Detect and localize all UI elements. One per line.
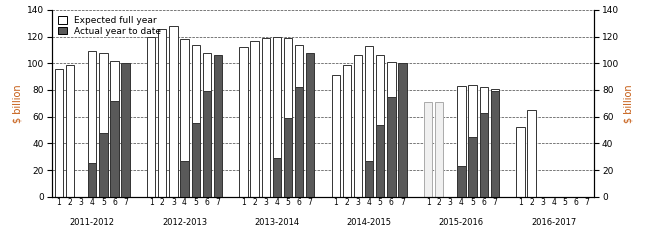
Bar	[376, 125, 384, 197]
Bar	[66, 65, 74, 197]
Text: 2013-2014: 2013-2014	[255, 218, 299, 227]
Y-axis label: $ billion: $ billion	[623, 84, 633, 123]
Text: 2012-2013: 2012-2013	[162, 218, 207, 227]
Bar	[273, 158, 281, 197]
Bar	[284, 118, 292, 197]
Bar	[331, 75, 340, 197]
Bar	[516, 127, 525, 197]
Bar	[262, 38, 270, 197]
Bar	[203, 53, 211, 197]
Bar	[191, 45, 200, 197]
Bar	[88, 51, 96, 197]
Bar	[273, 37, 281, 197]
Bar	[110, 61, 119, 197]
Bar	[479, 113, 488, 197]
Bar	[99, 53, 107, 197]
Bar	[214, 55, 222, 197]
Bar	[479, 87, 488, 197]
Bar	[306, 53, 315, 197]
Bar	[251, 41, 259, 197]
Text: 2016-2017: 2016-2017	[531, 218, 576, 227]
Bar	[490, 89, 499, 197]
Bar	[55, 69, 63, 197]
Y-axis label: $ billion: $ billion	[13, 84, 23, 123]
Bar	[99, 133, 107, 197]
Text: 2015-2016: 2015-2016	[439, 218, 484, 227]
Bar	[110, 101, 119, 197]
Bar	[424, 102, 432, 197]
Bar	[343, 65, 351, 197]
Legend: Expected full year, Actual year to date: Expected full year, Actual year to date	[56, 14, 163, 38]
Bar	[295, 45, 303, 197]
Bar	[490, 91, 499, 197]
Bar	[376, 55, 384, 197]
Bar	[365, 46, 373, 197]
Bar	[457, 166, 466, 197]
Bar	[158, 29, 167, 197]
Bar	[387, 97, 395, 197]
Bar	[180, 161, 189, 197]
Bar	[191, 123, 200, 197]
Bar	[387, 62, 395, 197]
Bar	[457, 86, 466, 197]
Bar	[468, 137, 477, 197]
Text: 2014-2015: 2014-2015	[347, 218, 391, 227]
Bar	[295, 87, 303, 197]
Bar	[354, 55, 362, 197]
Bar	[147, 37, 156, 197]
Bar	[399, 63, 407, 197]
Bar	[169, 26, 178, 197]
Bar	[203, 91, 211, 197]
Text: 2011-2012: 2011-2012	[70, 218, 115, 227]
Bar	[435, 102, 443, 197]
Bar	[468, 85, 477, 197]
Bar	[284, 38, 292, 197]
Bar	[365, 161, 373, 197]
Bar	[88, 163, 96, 197]
Bar	[527, 110, 536, 197]
Bar	[121, 63, 130, 197]
Bar	[180, 39, 189, 197]
Bar	[239, 47, 247, 197]
